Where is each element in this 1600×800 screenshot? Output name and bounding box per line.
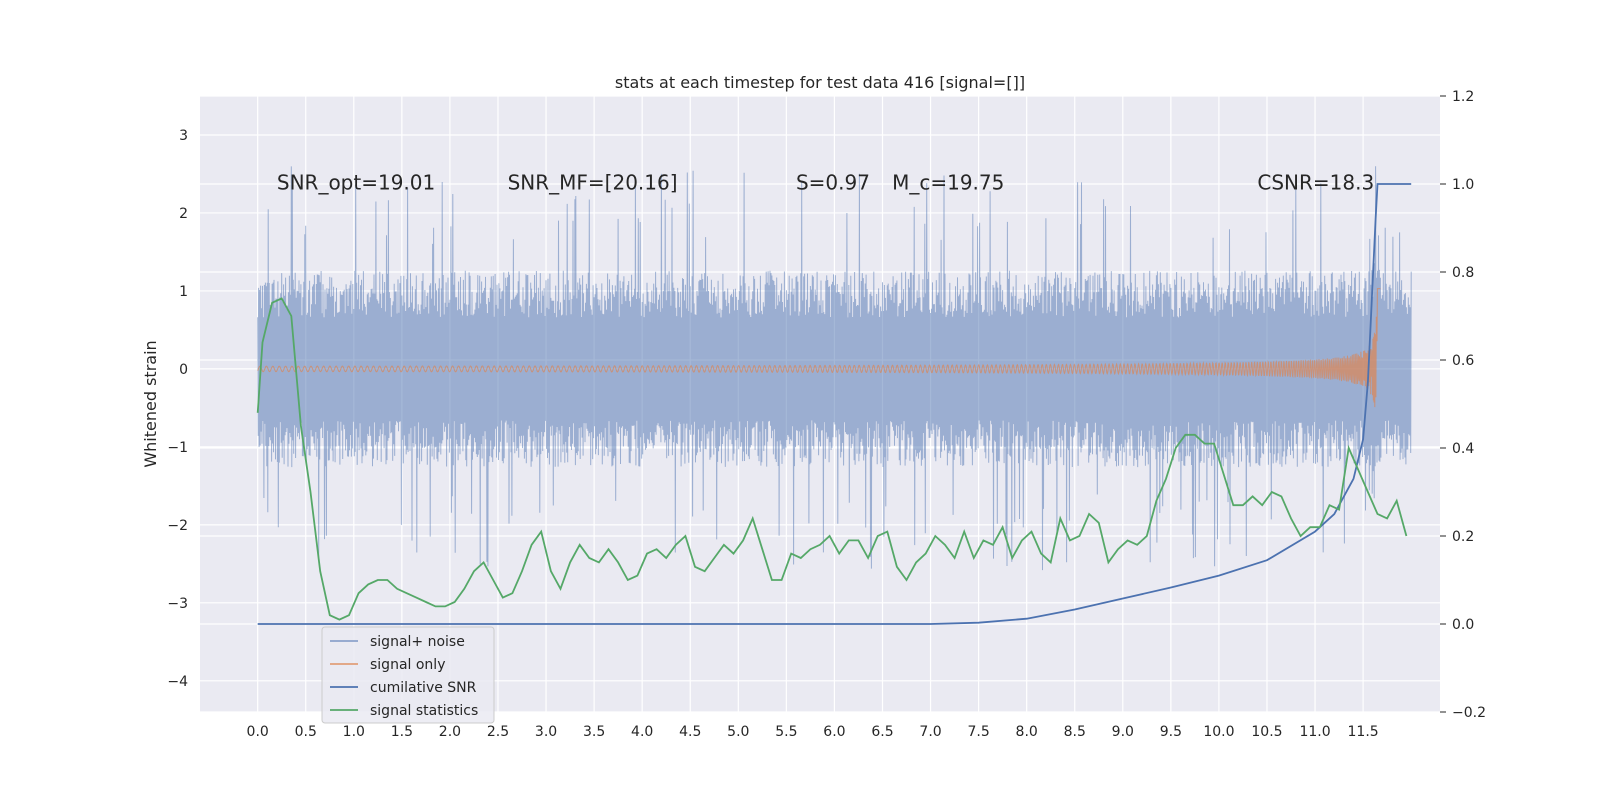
signal-noise-line [257,166,1412,571]
legend-entry: signal statistics [370,703,478,719]
annotation-snr-mf: SNR_MF=[20.16] [508,171,678,195]
x-tick-label: 4.0 [631,724,653,740]
x-tick-label: 10.0 [1203,724,1234,740]
y2-tick-label: 1.0 [1452,177,1474,193]
x-tick-label: 2.5 [487,724,509,740]
signal-statistics-line [256,297,1408,621]
x-tick-label: 6.0 [823,724,845,740]
x-tick-label: 9.0 [1112,724,1134,740]
x-tick-label: 1.5 [391,724,413,740]
annotation-csnr: CSNR=18.3 [1257,171,1374,195]
x-tick-label: 11.0 [1299,724,1330,740]
y2-tick-label: −0.2 [1452,705,1486,721]
signal-statistics-series [256,297,1408,621]
x-tick-label: 3.0 [535,724,557,740]
y-tick-label: −3 [167,596,188,612]
x-tick-label: 11.5 [1348,724,1379,740]
x-tick-label: 5.0 [727,724,749,740]
x-tick-label: 10.5 [1251,724,1282,740]
signal-only-line [257,288,1381,408]
x-tick-label: 5.5 [775,724,797,740]
annotations: SNR_opt=19.01 SNR_MF=[20.16] S=0.97 M_c=19.… [277,171,1374,195]
legend-entry: cumilative SNR [370,680,477,696]
cumulative-snr-line [257,183,1412,625]
y2-tick-label: 0.6 [1452,353,1474,369]
legend-entry: signal+ noise [370,634,465,650]
x-tick-label: 4.5 [679,724,701,740]
annotation-s: S=0.97 [796,171,870,195]
x-tick-label: 8.0 [1016,724,1038,740]
legend-entry: signal only [370,657,445,673]
y-tick-label: 0 [179,362,188,378]
y-axis-label: Whitened strain [141,340,160,467]
x-tick-label: 7.0 [919,724,941,740]
x-tick-label: 0.0 [247,724,269,740]
y2-tick-label: 0.8 [1452,265,1474,281]
y-tick-label: 2 [179,206,188,222]
x-tick-label: 6.5 [871,724,893,740]
y-tick-label: −4 [167,674,188,690]
y-tick-label: −1 [167,440,188,456]
y2-tick-label: 0.0 [1452,617,1474,633]
legend: signal+ noise signal only cumilative SNR si… [321,626,495,724]
x-tick-label: 1.0 [343,724,365,740]
legend-box [321,626,495,724]
x-tick-label: 2.0 [439,724,461,740]
y2-tick-label: 1.2 [1452,89,1474,105]
y-tick-label: 1 [179,284,188,300]
chart-title: stats at each timestep for test data 416… [615,73,1025,92]
axes-ticks: 0.0 0.5 1.0 1.5 2.0 2.5 3.0 3.5 4.0 4.5 5.0 5.5 6.0 6… [167,89,1486,740]
signal-noise-series [257,166,1412,571]
x-tick-label: 8.5 [1064,724,1086,740]
y2-tick-label: 0.4 [1452,441,1474,457]
x-tick-label: 9.5 [1160,724,1182,740]
signal-only-series [257,288,1381,408]
y-tick-label: 3 [179,128,188,144]
y2-tick-label: 0.2 [1452,529,1474,545]
x-tick-label: 3.5 [583,724,605,740]
y-tick-label: −2 [167,518,188,534]
annotation-mc: M_c=19.75 [892,171,1004,195]
cumulative-snr-series [257,183,1412,625]
annotation-snr-opt: SNR_opt=19.01 [277,171,435,195]
x-tick-label: 0.5 [295,724,317,740]
x-tick-label: 7.5 [967,724,989,740]
